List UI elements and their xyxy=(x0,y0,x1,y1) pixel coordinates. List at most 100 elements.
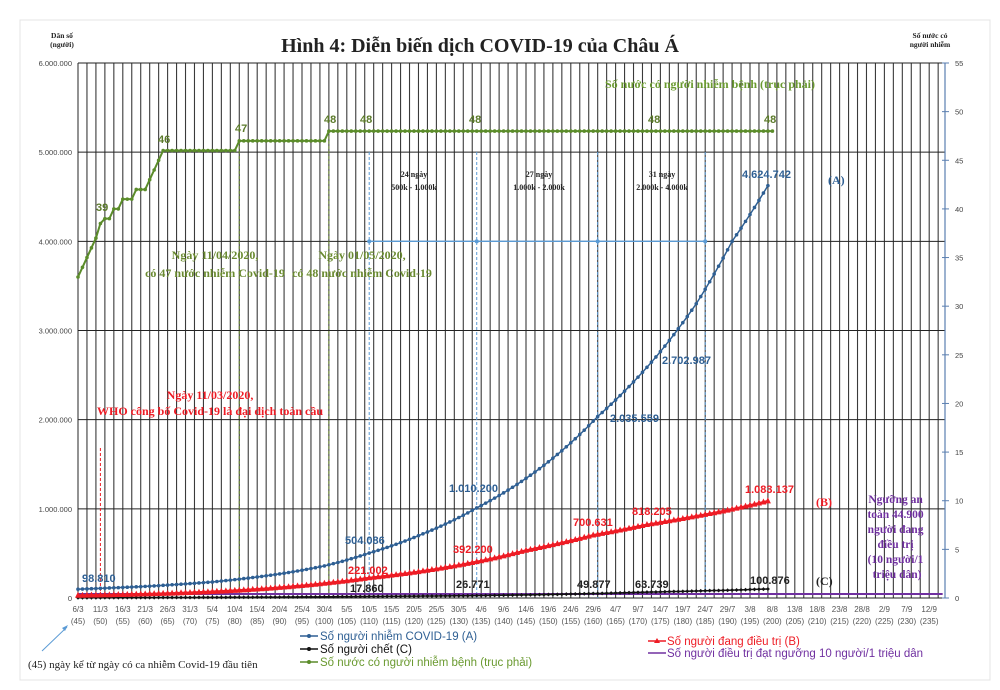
data-point-treating xyxy=(500,552,507,559)
data-point-countries xyxy=(380,129,385,133)
data-point-countries xyxy=(121,197,125,201)
x-tick-sublabel: (135) xyxy=(472,617,491,626)
data-point-treating xyxy=(558,539,565,546)
data-point-treating xyxy=(263,584,270,591)
data-point-treating xyxy=(675,515,682,522)
data-point-treating xyxy=(115,591,122,598)
data-point-infected xyxy=(595,414,600,419)
data-point-infected xyxy=(569,440,573,445)
annotation-mar11: Ngày 11/03/2020, WHO công bố Covid-19 là … xyxy=(97,388,323,418)
series-tag-a: (A) xyxy=(828,173,845,187)
data-point-deaths xyxy=(317,594,322,599)
data-point-deaths xyxy=(255,595,260,600)
data-point-infected xyxy=(94,586,98,591)
data-point-deaths xyxy=(600,591,605,596)
data-point-treating xyxy=(670,516,677,523)
data-point-deaths xyxy=(394,594,399,599)
data-point-treating xyxy=(527,545,534,552)
data-point-infected xyxy=(609,402,613,407)
data-point-deaths xyxy=(492,593,497,598)
data-point-deaths xyxy=(322,594,327,599)
data-point-infected xyxy=(291,569,295,574)
data-point-countries xyxy=(264,139,268,143)
x-tick-label: 29/7 xyxy=(720,605,736,614)
data-point-countries xyxy=(586,129,591,133)
data-point-treating xyxy=(693,512,700,519)
data-point-countries xyxy=(757,129,761,133)
data-point-countries xyxy=(367,129,372,133)
data-point-infected xyxy=(246,576,251,580)
data-point-treating xyxy=(307,581,314,588)
data-point-treating xyxy=(312,580,319,587)
x-tick-label: 2/9 xyxy=(879,605,891,614)
data-point-infected xyxy=(362,552,367,557)
data-point-deaths xyxy=(497,593,502,598)
x-tick-sublabel: (230) xyxy=(897,617,916,626)
y-tick-label: 2.000.000 xyxy=(39,416,72,425)
data-point-treating xyxy=(124,590,131,597)
data-point-deaths xyxy=(636,590,640,595)
data-point-infected xyxy=(134,585,139,589)
data-point-treating xyxy=(119,590,126,597)
data-point-treating xyxy=(402,569,409,576)
data-point-treating xyxy=(316,580,323,587)
data-point-countries xyxy=(672,129,676,133)
data-point-deaths xyxy=(389,594,394,599)
data-point-treating xyxy=(290,582,297,589)
x-tick-sublabel: (85) xyxy=(250,617,265,626)
data-point-countries xyxy=(721,129,725,133)
data-point-deaths xyxy=(748,587,752,592)
x-tick-sublabel: (155) xyxy=(561,617,580,626)
data-point-deaths xyxy=(470,593,475,598)
footnote: (45) ngày kể từ ngày có ca nhiễm Covid-1… xyxy=(28,659,258,671)
data-point-deaths xyxy=(358,594,363,599)
x-tick-label: 14/6 xyxy=(518,605,534,614)
data-point-treating xyxy=(272,584,279,591)
x-tick-sublabel: (165) xyxy=(606,617,625,626)
data-point-deaths xyxy=(192,595,197,600)
data-point-deaths xyxy=(188,595,192,600)
data-point-countries xyxy=(309,139,313,143)
data-point-treating xyxy=(460,560,467,567)
data-point-treating xyxy=(635,522,641,529)
x-tick-sublabel: (145) xyxy=(517,617,536,626)
data-point-deaths xyxy=(161,595,166,600)
data-point-deaths xyxy=(308,594,313,599)
data-point-countries xyxy=(551,129,555,133)
data-label: 63.739 xyxy=(635,579,669,591)
data-point-treating xyxy=(567,537,574,544)
data-point-deaths xyxy=(425,594,430,599)
data-point-countries xyxy=(542,129,546,133)
data-point-countries xyxy=(685,129,690,133)
data-point-countries xyxy=(524,129,528,133)
data-point-deaths xyxy=(147,595,152,600)
data-point-deaths xyxy=(219,595,224,600)
data-point-deaths xyxy=(734,587,739,592)
footnote-arrow-head xyxy=(62,625,68,631)
data-point-treating xyxy=(482,556,489,563)
data-point-treating xyxy=(751,500,758,507)
data-point-treating xyxy=(590,531,597,538)
data-point-treating xyxy=(729,505,736,512)
data-point-infected xyxy=(192,581,197,586)
data-point-infected xyxy=(622,389,627,393)
data-point-infected xyxy=(170,582,174,587)
data-point-deaths xyxy=(152,595,157,600)
x-tick-label: 30/4 xyxy=(317,605,333,614)
data-point-infected xyxy=(403,539,407,543)
data-point-deaths xyxy=(510,593,515,598)
data-point-infected xyxy=(98,586,103,591)
data-point-countries xyxy=(649,129,654,133)
data-point-countries xyxy=(752,129,757,133)
data-point-treating xyxy=(397,570,404,577)
svg-text:Số người điều trị đạt ngưỡng 1: Số người điều trị đạt ngưỡng 10 người/1 … xyxy=(667,648,923,660)
data-point-infected xyxy=(667,338,672,343)
x-tick-sublabel: (110) xyxy=(360,617,378,626)
y2-tick-label: 40 xyxy=(955,205,963,214)
data-point-countries xyxy=(506,129,510,133)
data-point-treating xyxy=(585,532,592,539)
y2-tick-label: 15 xyxy=(955,448,963,457)
data-point-infected xyxy=(555,452,560,457)
data-point-treating xyxy=(549,541,556,548)
data-point-treating xyxy=(617,526,624,533)
